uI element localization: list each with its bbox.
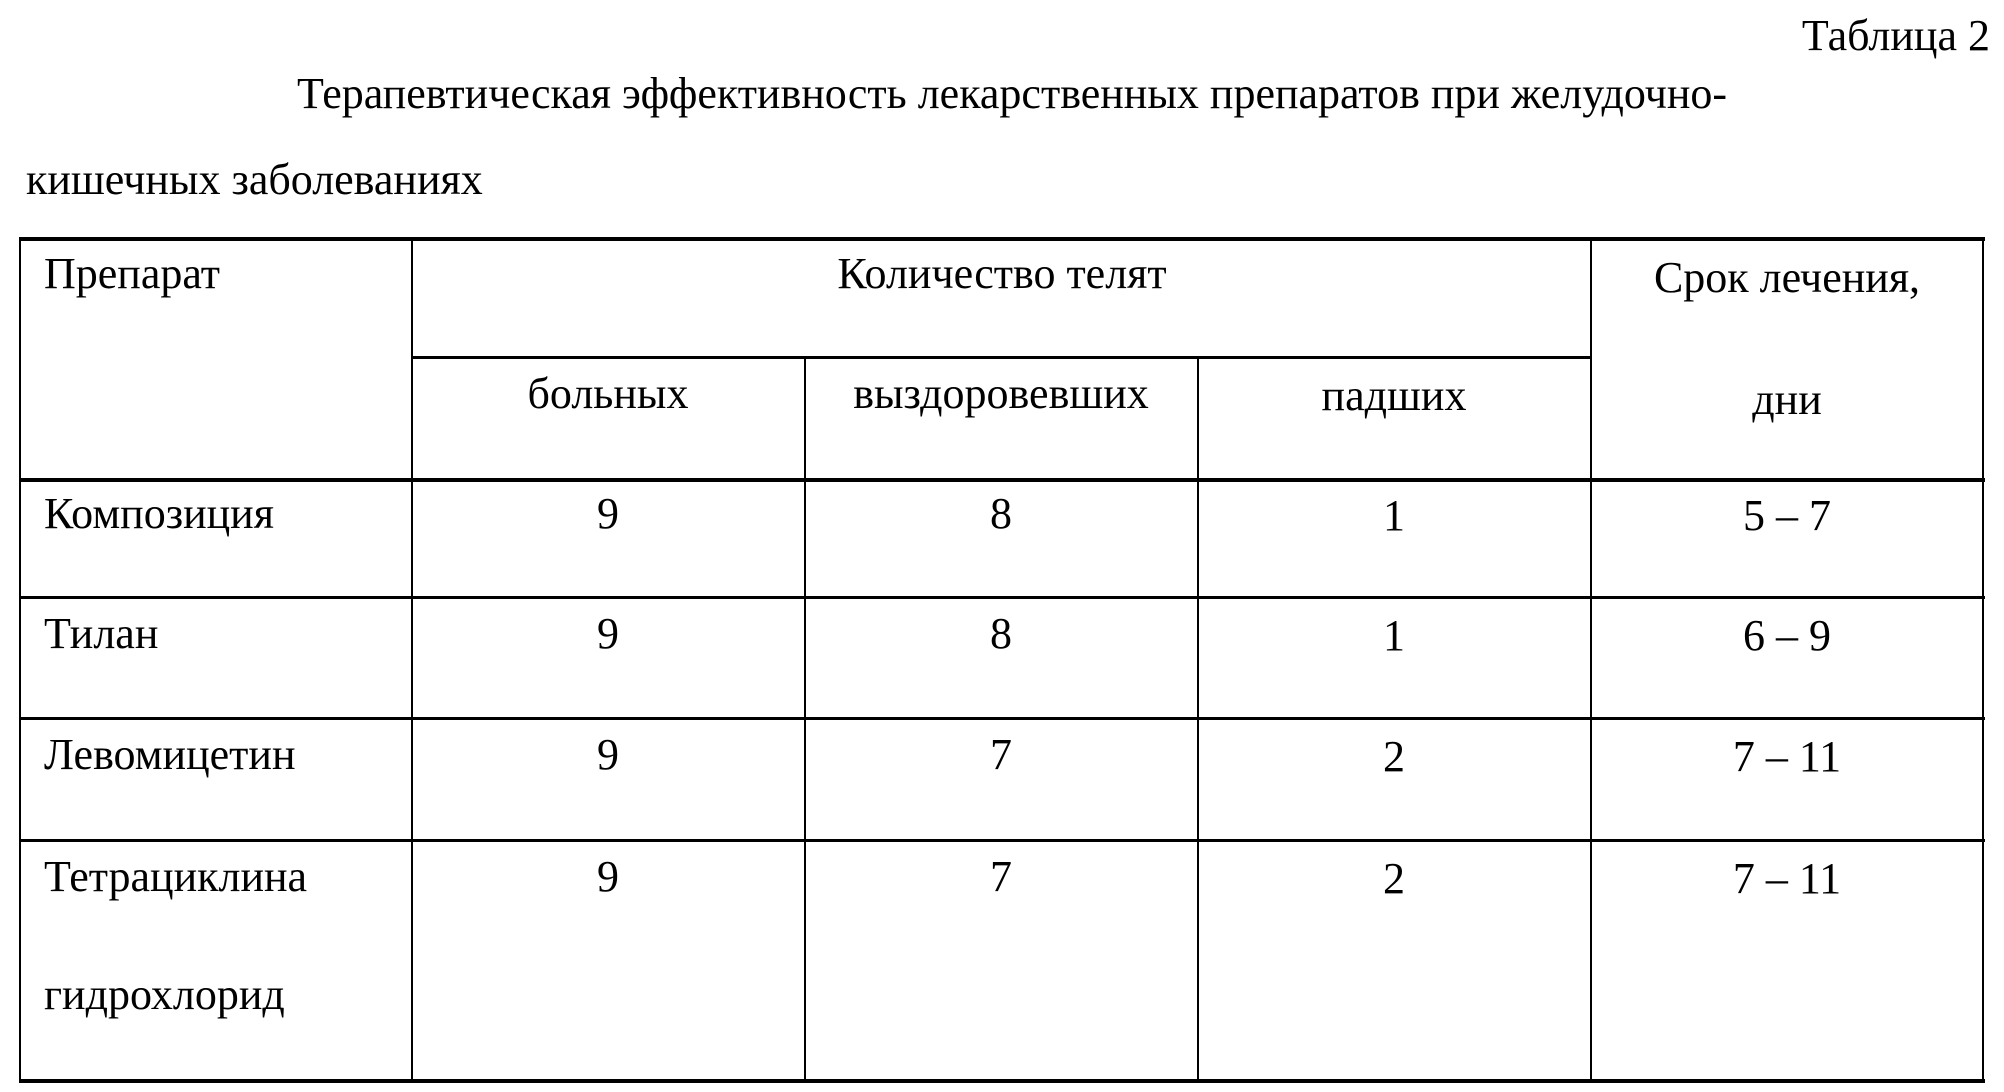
row-divider [19, 478, 1985, 482]
cell-sick: 9 [597, 733, 619, 777]
cell-drug: Тилан [44, 612, 158, 656]
cell-duration: 7 – 11 [1733, 735, 1841, 779]
row-divider [19, 717, 1985, 720]
cell-dead: 2 [1383, 857, 1405, 901]
col-divider [411, 237, 413, 1083]
col-divider [804, 357, 806, 1083]
cell-duration: 7 – 11 [1733, 857, 1841, 901]
header-drug: Препарат [44, 252, 220, 296]
header-subdivider [412, 356, 1592, 359]
cell-recovered: 7 [990, 855, 1012, 899]
cell-sick: 9 [597, 855, 619, 899]
table-border-bottom [19, 1079, 1985, 1083]
cell-recovered: 8 [990, 612, 1012, 656]
table-label: Таблица 2 [1802, 14, 1990, 58]
cell-sick: 9 [597, 612, 619, 656]
cell-duration: 5 – 7 [1743, 494, 1831, 538]
cell-drug: Композиция [44, 492, 274, 536]
table-border-top [19, 237, 1985, 241]
cell-recovered: 7 [990, 733, 1012, 777]
table-title-line-1: Терапевтическая эффективность лекарствен… [297, 72, 1727, 116]
cell-recovered: 8 [990, 492, 1012, 536]
cell-drug: Тетрациклина [44, 855, 307, 899]
row-divider [19, 839, 1985, 842]
col-divider [1982, 237, 1984, 1083]
cell-dead: 1 [1383, 494, 1405, 538]
header-duration-line-2: дни [1752, 378, 1821, 422]
col-divider [19, 237, 21, 1083]
col-divider [1197, 357, 1199, 1083]
table-title-line-2: кишечных заболеваниях [26, 158, 483, 202]
col-divider [1590, 237, 1592, 1083]
header-recovered: выздоровевших [853, 372, 1149, 416]
row-divider [19, 596, 1985, 599]
cell-dead: 1 [1383, 614, 1405, 658]
header-sick: больных [528, 372, 689, 416]
header-duration-line-1: Срок лечения, [1654, 256, 1920, 300]
cell-dead: 2 [1383, 735, 1405, 779]
cell-drug: Левомицетин [44, 733, 296, 777]
header-dead: падших [1322, 374, 1467, 418]
cell-drug-line-2: гидрохлорид [44, 973, 285, 1017]
cell-duration: 6 – 9 [1743, 614, 1831, 658]
cell-sick: 9 [597, 492, 619, 536]
header-count-group: Количество телят [837, 252, 1166, 296]
